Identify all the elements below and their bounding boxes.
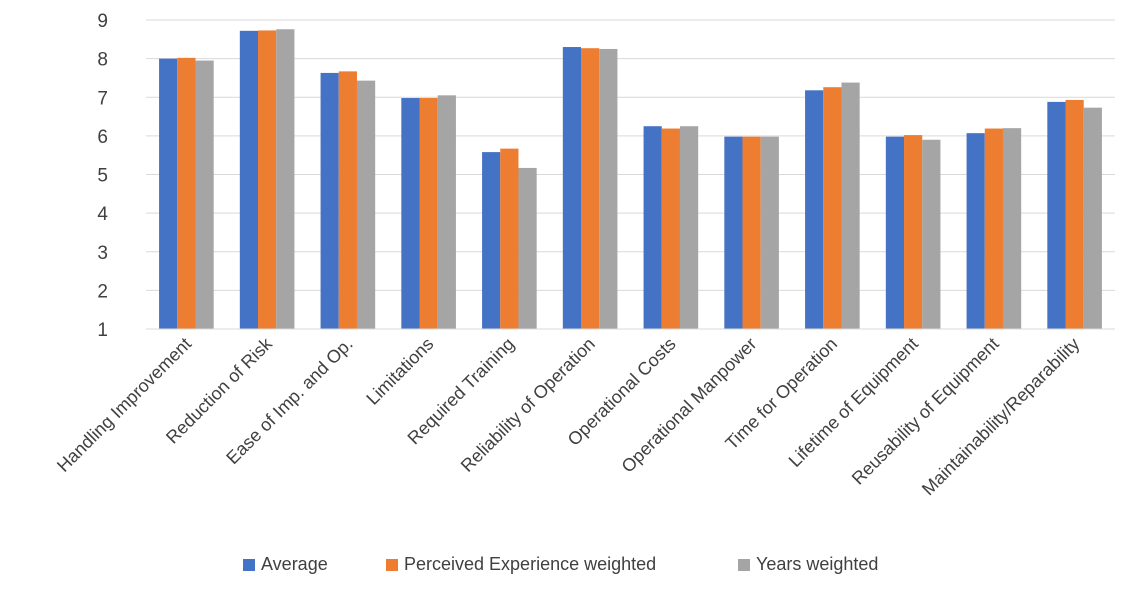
bar-years-weighted (437, 95, 456, 329)
bar-average (159, 58, 178, 329)
bar-years-weighted (276, 29, 295, 330)
bar-years-weighted (518, 167, 537, 329)
bar-years-weighted (599, 48, 618, 329)
x-tick-label: Handling Improvement (53, 334, 195, 476)
y-tick-label: 6 (97, 127, 108, 148)
legend-label: Perceived Experience weighted (404, 554, 656, 574)
x-tick-label: Maintainability/Reparability (918, 334, 1084, 500)
bar-perceived-experience-weighted (581, 48, 600, 329)
legend-swatch (243, 559, 255, 571)
bar-average (239, 30, 259, 329)
bar-average (724, 136, 743, 329)
bar-perceived-experience-weighted (500, 148, 519, 329)
bar-perceived-experience-weighted (338, 71, 357, 329)
legend-label: Years weighted (756, 554, 878, 574)
bar-years-weighted (356, 80, 376, 329)
bar-average (401, 98, 420, 330)
bar-years-weighted (841, 82, 860, 329)
bars (159, 29, 1102, 330)
y-tick-label: 4 (97, 204, 108, 225)
y-tick-label: 8 (97, 50, 108, 71)
bar-average (643, 126, 662, 329)
bar-years-weighted (1002, 128, 1022, 329)
y-tick-label: 1 (97, 320, 108, 341)
bar-years-weighted (195, 60, 214, 330)
y-tick-label: 2 (97, 281, 108, 302)
bar-average (966, 133, 985, 329)
bar-average (1047, 101, 1066, 329)
bar-perceived-experience-weighted (742, 136, 761, 329)
gridlines (146, 19, 1115, 291)
bar-perceived-experience-weighted (419, 98, 438, 330)
legend-swatch (738, 559, 750, 571)
legend: Average Perceived Experience weighted Year… (243, 554, 878, 574)
bar-years-weighted (1083, 107, 1102, 330)
x-tick-label: Operational Manpower (618, 334, 761, 477)
bar-perceived-experience-weighted (258, 30, 277, 330)
y-tick-label: 7 (97, 88, 108, 109)
x-tick-label: Reusability of Equipment (848, 334, 1003, 489)
bar-average (885, 136, 905, 329)
bar-perceived-experience-weighted (661, 128, 680, 329)
x-tick-label: Reliability of Operation (457, 334, 599, 476)
bar-average (320, 72, 339, 329)
bar-perceived-experience-weighted (984, 128, 1003, 329)
bar-average (562, 47, 582, 329)
y-tick-label: 5 (97, 166, 108, 187)
bar-perceived-experience-weighted (1065, 99, 1084, 329)
x-tick-label: Limitations (362, 334, 437, 409)
bar-years-weighted (679, 126, 699, 329)
bar-perceived-experience-weighted (823, 87, 842, 330)
bar-perceived-experience-weighted (177, 57, 196, 329)
bar-years-weighted (760, 136, 779, 329)
y-tick-label: 3 (97, 243, 108, 264)
bar-average (482, 152, 501, 329)
legend-label: Average (261, 554, 328, 574)
bar-perceived-experience-weighted (904, 135, 923, 329)
bar-average (805, 90, 824, 329)
legend-swatch (386, 559, 398, 571)
y-tick-label: 9 (97, 11, 108, 32)
bar-years-weighted (922, 139, 941, 329)
